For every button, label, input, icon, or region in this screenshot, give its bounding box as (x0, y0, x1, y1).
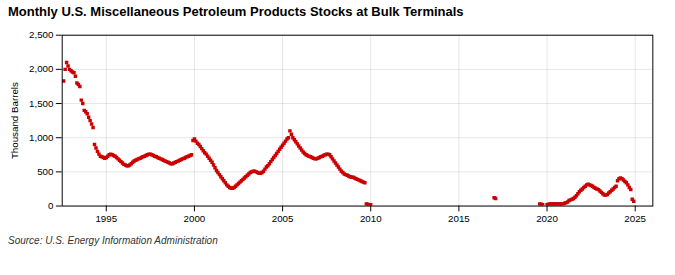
svg-text:2,000: 2,000 (29, 63, 54, 74)
svg-text:1,500: 1,500 (29, 98, 54, 109)
svg-text:2025: 2025 (624, 213, 646, 224)
html-text:Source: U.S. Energy Informatio: Source: U.S. Energy Information Administ… (8, 234, 218, 246)
svg-text:1995: 1995 (95, 213, 117, 224)
svg-text:2000: 2000 (184, 213, 206, 224)
svg-text:2,500: 2,500 (29, 29, 54, 40)
svg-text:2005: 2005 (272, 213, 294, 224)
svg-text:2015: 2015 (448, 213, 470, 224)
svg-text:1,000: 1,000 (29, 132, 54, 143)
svg-text:2010: 2010 (360, 213, 382, 224)
svg-text:0: 0 (48, 200, 54, 211)
html-text:Monthly U.S. Miscellaneous Pet: Monthly U.S. Miscellaneous Petroleum Pro… (8, 4, 464, 19)
svg-text:2020: 2020 (536, 213, 558, 224)
svg-text:500: 500 (37, 166, 54, 177)
svg-text:Thousand Barrels: Thousand Barrels (9, 82, 20, 159)
